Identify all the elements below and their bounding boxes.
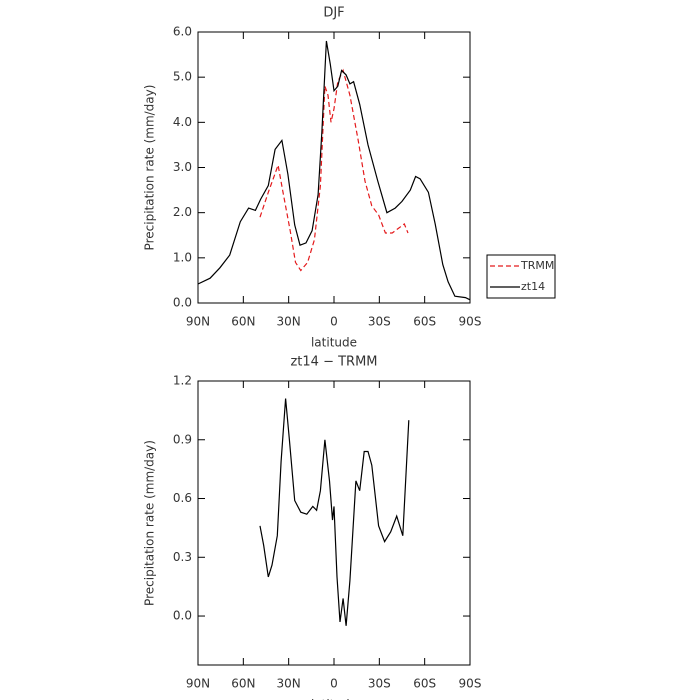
chart-title: DJF (323, 6, 344, 21)
legend-label: zt14 (521, 280, 545, 293)
series-line (259, 398, 410, 626)
x-tick-label: 90N (186, 315, 210, 329)
x-tick-label: 30S (368, 315, 391, 329)
x-tick-label: 60S (413, 315, 436, 329)
y-axis-label: Precipitation rate (mm/day) (143, 440, 157, 606)
series-line (197, 40, 471, 301)
series-line (259, 68, 409, 272)
x-axis-label: latitude (311, 336, 357, 350)
legend-box (486, 254, 556, 299)
x-tick-label: 0 (330, 315, 338, 329)
y-axis-label: Precipitation rate (mm/day) (143, 85, 157, 251)
x-axis-label: latitude (311, 698, 357, 700)
x-tick-label: 60N (231, 315, 255, 329)
y-tick-label: 0.3 (173, 550, 192, 564)
plot-frame (197, 31, 471, 304)
x-tick-label: 0 (330, 677, 338, 691)
y-tick-label: 4.0 (173, 115, 192, 129)
legend-label: TRMM (520, 259, 554, 272)
chart-title: zt14 − TRMM (290, 355, 377, 370)
y-tick-label: 1.2 (173, 374, 192, 388)
x-tick-label: 90S (459, 677, 482, 691)
y-tick-label: 2.0 (173, 205, 192, 219)
y-tick-label: 0.9 (173, 432, 192, 446)
y-tick-label: 1.0 (173, 250, 192, 264)
x-tick-label: 90N (186, 677, 210, 691)
x-tick-label: 30N (277, 677, 301, 691)
x-tick-label: 30S (368, 677, 391, 691)
y-tick-label: 0.0 (173, 609, 192, 623)
y-tick-label: 3.0 (173, 160, 192, 174)
x-tick-label: 30N (277, 315, 301, 329)
y-tick-label: 6.0 (173, 25, 192, 39)
plot-frame (197, 380, 471, 666)
y-tick-label: 0.0 (173, 296, 192, 310)
x-tick-label: 60S (413, 677, 436, 691)
x-tick-label: 60N (231, 677, 255, 691)
y-tick-label: 0.6 (173, 491, 192, 505)
y-tick-label: 5.0 (173, 70, 192, 84)
x-tick-label: 90S (459, 315, 482, 329)
